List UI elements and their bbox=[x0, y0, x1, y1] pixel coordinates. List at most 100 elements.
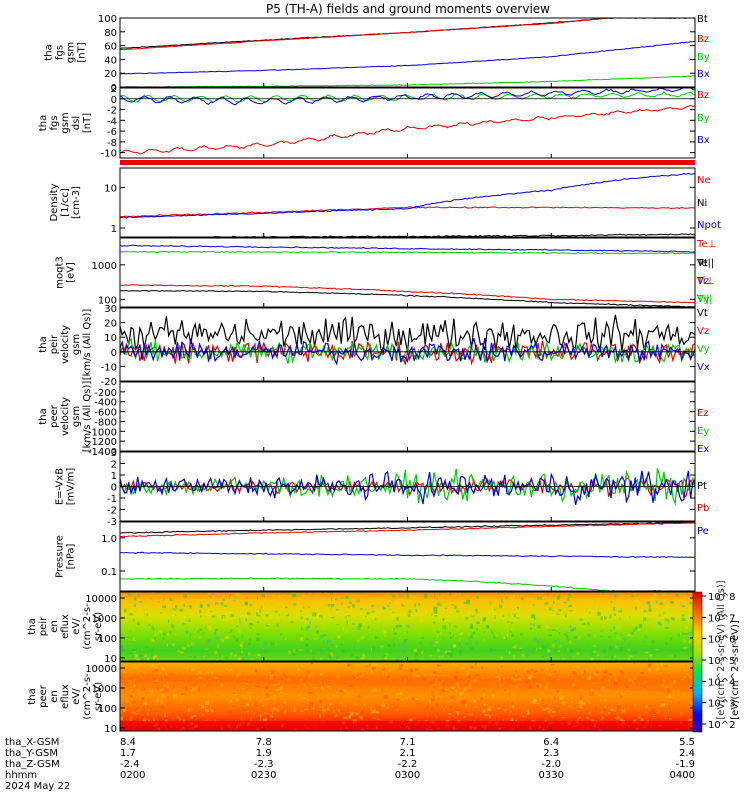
footer-value: 1.7 bbox=[120, 748, 136, 759]
y-tick-label: 3 bbox=[111, 448, 117, 459]
legend-peer-velocity-Vz: Vz bbox=[697, 326, 709, 337]
y-axis-label: velocity bbox=[60, 325, 71, 364]
panel-frame bbox=[119, 381, 696, 452]
footer-value: 0330 bbox=[539, 770, 564, 781]
y-tick-label: 80 bbox=[104, 28, 117, 39]
y-tick-label: 10 bbox=[104, 183, 117, 194]
panel-peir-eflux: 10000 1000 100 10 tha peir en eflux eV/(cm^2-s-s… bbox=[27, 591, 696, 665]
y-axis-label: tha bbox=[38, 115, 49, 131]
y-tick-label: 0 bbox=[111, 483, 117, 494]
y-tick-label: -1200 bbox=[88, 437, 117, 448]
y-axis-label: tha bbox=[27, 688, 38, 704]
series-density-Npot bbox=[120, 172, 695, 219]
legend-fgs-gsm-By: By bbox=[697, 52, 710, 63]
legend-e-field-Ex: Ex bbox=[697, 444, 709, 455]
y-tick-label: -4 bbox=[107, 116, 117, 127]
y-axis-label: fgs bbox=[55, 45, 66, 60]
series-temperature-Te|| bbox=[120, 289, 695, 307]
series-density-Ne bbox=[120, 206, 695, 218]
y-tick-label: 20 bbox=[104, 69, 117, 80]
colorbar-overlay-label: [eV/(cm^2-s-sr-eV) (All Qs)] bbox=[716, 580, 727, 719]
footer-value: 6.4 bbox=[543, 737, 559, 748]
y-axis-label: peer bbox=[49, 404, 60, 428]
spectrogram-peer-eflux bbox=[120, 662, 695, 731]
y-tick-label: 0.1 bbox=[101, 567, 117, 578]
y-axis-label: fgs bbox=[49, 115, 60, 130]
y-tick-label: -200 bbox=[94, 388, 117, 399]
series-peir-velocity-Vy bbox=[120, 337, 695, 364]
legend-peer-velocity-Vy: Vy bbox=[697, 344, 710, 355]
y-tick-label: 100 bbox=[98, 295, 117, 306]
y-tick-label: -2 bbox=[107, 106, 117, 117]
y-tick-label: 40 bbox=[104, 55, 117, 66]
y-axis-label: (cm^2-s- bbox=[82, 603, 93, 650]
y-axis-label: [eV] bbox=[66, 262, 77, 283]
y-tick-label: -1 bbox=[107, 494, 117, 505]
plot-title: P5 (TH-A) fields and ground moments over… bbox=[266, 2, 550, 16]
colorbar-tick-label: 10^3 bbox=[708, 699, 735, 710]
y-tick-label: -10 bbox=[101, 362, 117, 373]
colorbar-tick-label: 10^8 bbox=[708, 592, 735, 603]
panel-peer-eflux: 10000 1000 100 10 tha peer en eflux eV/(cm^2-s-s… bbox=[27, 661, 696, 735]
panel-pressure: 1.0 0.1 Pressure [nPa] Pt Pb Pe bbox=[55, 481, 709, 592]
y-axis-label: (cm^2-s- bbox=[82, 673, 93, 720]
series-temperature-Te⊥ bbox=[120, 284, 695, 304]
legend-temperature-Te⊥: Te⊥ bbox=[696, 239, 716, 250]
y-tick-label: -800 bbox=[94, 417, 117, 428]
y-tick-label: 10 bbox=[104, 333, 117, 344]
y-axis-label: sr-eV) bbox=[93, 612, 104, 641]
y-axis-label: sr-eV) bbox=[93, 682, 104, 711]
legend-temperature: Te⊥ Te|| Ti⊥ Ti|| bbox=[696, 239, 716, 305]
footer-value: 5.5 bbox=[679, 737, 695, 748]
legend-pressure-Pb: Pb bbox=[697, 503, 709, 514]
legend-fgs-gsm-Bt: Bt bbox=[697, 14, 708, 25]
panel-frame bbox=[119, 167, 696, 238]
y-axis-label: [mV/m] bbox=[66, 468, 77, 506]
legend-fgs-gsm-dsl-Bx: Bx bbox=[697, 135, 710, 146]
colorbar-tick-label: 10^4 bbox=[708, 677, 735, 688]
y-axis-label: peer bbox=[38, 684, 49, 708]
series-peir-velocity-Vx bbox=[120, 337, 695, 366]
series-fgs-gsm-Bx bbox=[120, 40, 695, 75]
footer-row-label: tha_X-GSM bbox=[5, 737, 59, 748]
legend-fgs-gsm-dsl-Bz: Bz bbox=[697, 90, 709, 101]
y-axis-label: eV/ bbox=[71, 618, 82, 635]
y-tick-label: 10000 bbox=[85, 664, 117, 675]
y-axis-label: [nPa] bbox=[66, 543, 77, 569]
y-axis-label: tha bbox=[44, 44, 55, 60]
legend-pressure-Pe: Pe bbox=[697, 526, 709, 537]
y-axis-label: [km/s (All Qs)] bbox=[82, 381, 93, 453]
footer-value: 0200 bbox=[120, 770, 145, 781]
series-fgs-gsm-dsl-Bx bbox=[120, 88, 695, 106]
panel-frame bbox=[119, 17, 696, 88]
colorbar-tick-label: 10^7 bbox=[708, 613, 735, 624]
legend-density-Npot: Npot bbox=[697, 220, 721, 231]
y-tick-label: 100 bbox=[98, 634, 117, 645]
legend-peir-velocity-Vz: Vz bbox=[697, 276, 709, 287]
y-tick-label: 0 bbox=[111, 348, 117, 359]
y-axis-label: [km/s (All Qs)] bbox=[82, 309, 93, 381]
y-tick-label: 1000 bbox=[92, 261, 117, 272]
y-axis-label: tha bbox=[38, 408, 49, 424]
legend-peir-velocity-Vt: Vt bbox=[697, 258, 708, 269]
legend-peer-velocity-Vx: Vx bbox=[697, 362, 710, 373]
y-tick-label: 1000 bbox=[92, 684, 117, 695]
footer-value: -1.9 bbox=[675, 759, 695, 770]
y-axis-label: dsl bbox=[71, 116, 82, 130]
y-axis-label: gsm bbox=[66, 42, 77, 63]
y-axis-label: [nT] bbox=[77, 42, 88, 62]
legend-density-Ne: Ne bbox=[697, 175, 711, 186]
legend-temperature-Ti⊥: Ti⊥ bbox=[696, 276, 714, 287]
y-tick-label: -2 bbox=[107, 506, 117, 517]
series-pressure-Pt bbox=[120, 522, 695, 534]
y-tick-label: -1400 bbox=[88, 447, 117, 458]
footer-value: -2.4 bbox=[120, 759, 140, 770]
legend-peir-velocity-Vy: Vy bbox=[697, 294, 710, 305]
y-axis-label: Density bbox=[49, 183, 60, 221]
y-axis-label: [nT] bbox=[82, 113, 93, 133]
y-tick-label: 60 bbox=[104, 42, 117, 53]
